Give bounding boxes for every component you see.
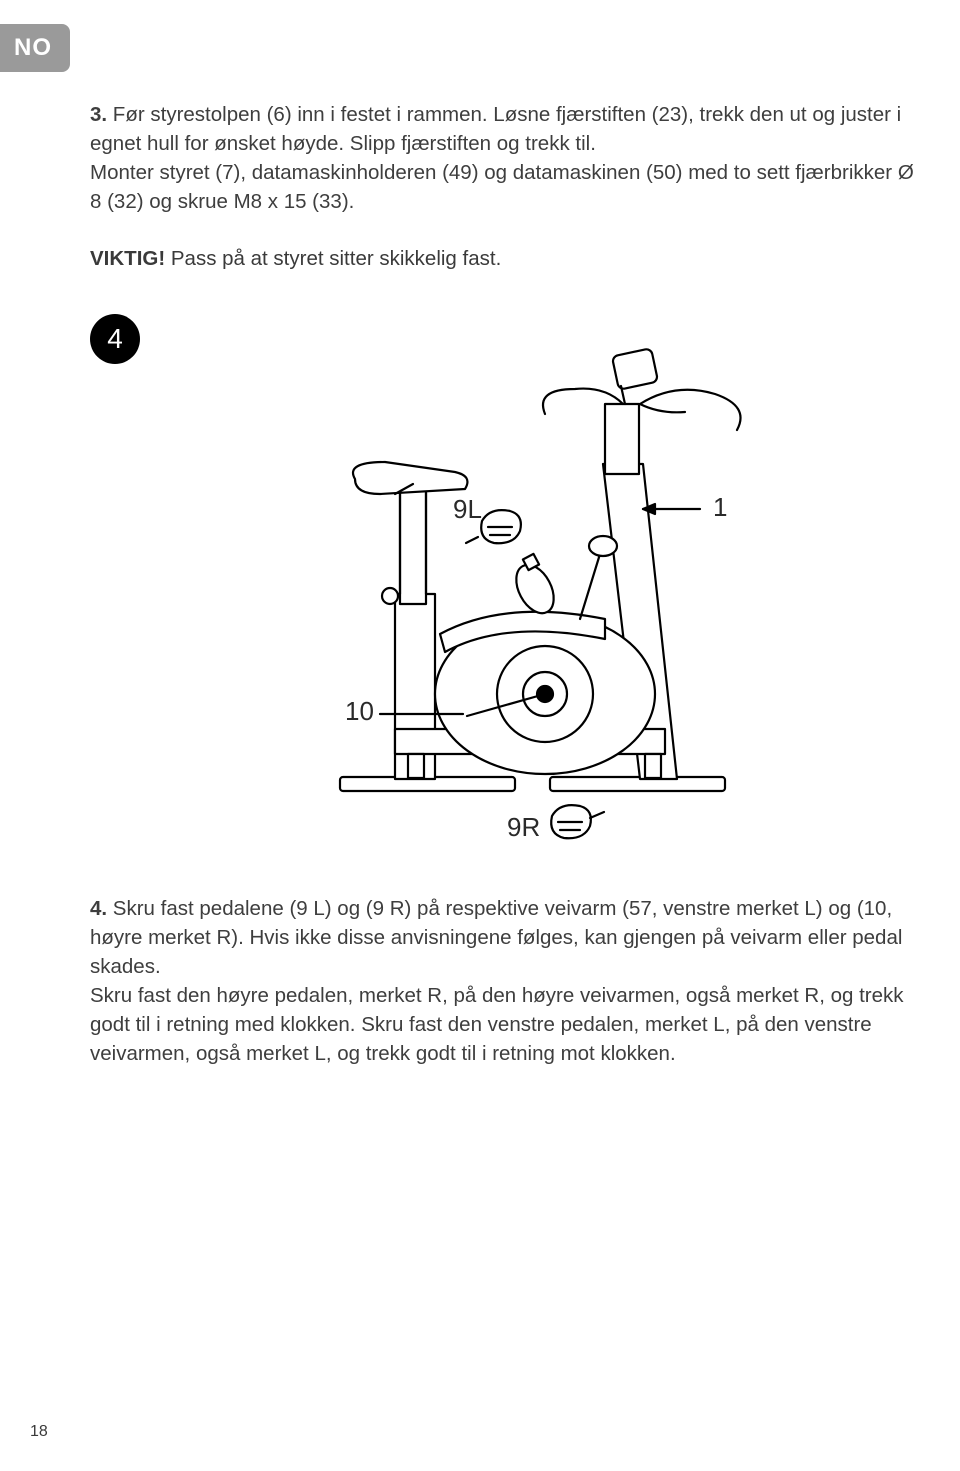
step-4-number: 4. [90,897,107,920]
step-4-text: Skru fast pedalene (9 L) og (9 R) på res… [90,897,904,1066]
step-3-paragraph: 3. Før styrestolpen (6) inn i festet i r… [90,100,920,216]
important-text: Pass på at styret sitter skikkelig fast. [165,247,501,270]
callout-1: 1 [713,492,727,523]
language-tab: NO [0,24,70,72]
callout-9L: 9L [453,494,482,525]
exercise-bike-diagram: 9L 1 10 9R [245,334,765,854]
bike-svg [245,334,765,854]
callout-9R: 9R [507,812,540,843]
callout-10: 10 [345,696,374,727]
important-label: VIKTIG! [90,247,165,270]
step-3-number: 3. [90,103,107,126]
step-3-text: Før styrestolpen (6) inn i festet i ramm… [90,103,914,213]
step-4-paragraph: 4. Skru fast pedalene (9 L) og (9 R) på … [90,894,920,1069]
page-number: 18 [30,1423,48,1441]
page-content: 3. Før styrestolpen (6) inn i festet i r… [90,100,920,1074]
figure-container: 9L 1 10 9R [90,334,920,854]
important-note: VIKTIG! Pass på at styret sitter skikkel… [90,244,920,273]
